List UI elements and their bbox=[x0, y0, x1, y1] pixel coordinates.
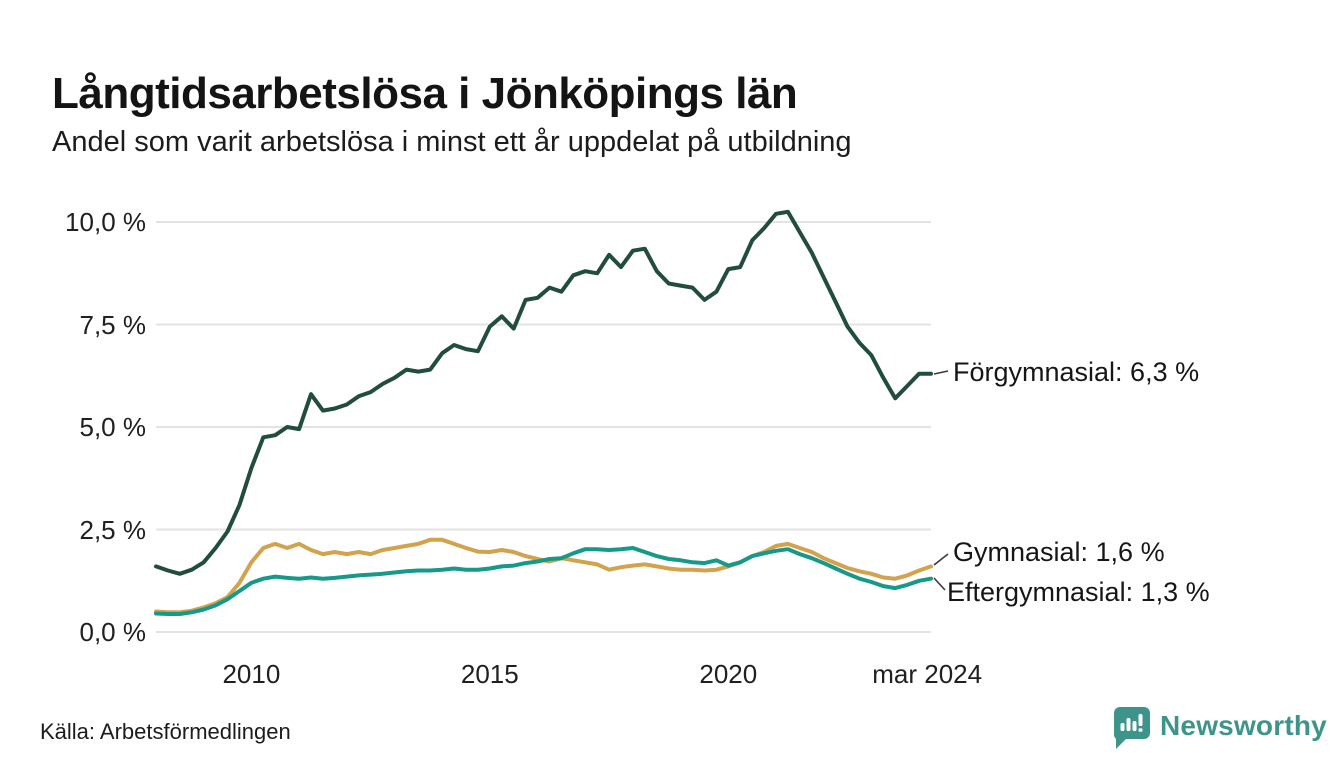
newsworthy-logo: Newsworthy bbox=[1112, 706, 1327, 752]
series-end-label-eftergymnasial: Eftergymnasial: 1,3 % bbox=[947, 577, 1210, 607]
connector-eftergymnasial bbox=[933, 577, 946, 591]
y-axis-tick-label: 0,0 % bbox=[79, 617, 147, 647]
series-end-label-gymnasial: Gymnasial: 1,6 % bbox=[953, 537, 1165, 567]
gridlines bbox=[156, 221, 931, 633]
y-axis-tick-label: 2,5 % bbox=[79, 514, 147, 545]
chart-subtitle: Andel som varit arbetslösa i minst ett å… bbox=[52, 126, 852, 158]
newsworthy-wordmark: Newsworthy bbox=[1160, 710, 1327, 741]
line-förgymnasial bbox=[154, 209, 933, 576]
connector-forgymnasial bbox=[933, 370, 949, 375]
x-axis-tick-label: 2020 bbox=[699, 659, 758, 689]
x-axis-tick-label: 2015 bbox=[460, 659, 519, 689]
connector-gymnasial bbox=[933, 553, 949, 566]
chart-title: Långtidsarbetslösa i Jönköpings län bbox=[52, 69, 798, 119]
series-lines bbox=[154, 209, 933, 616]
line-eftergymnasial bbox=[154, 546, 933, 616]
x-axis-tick-label: 2010 bbox=[222, 659, 281, 689]
y-axis-tick-label: 7,5 % bbox=[79, 309, 147, 340]
y-axis-tick-label: 10,0 % bbox=[65, 207, 146, 237]
x-axis-tick-label: mar 2024 bbox=[872, 659, 983, 689]
y-axis-tick-label: 5,0 % bbox=[79, 412, 147, 442]
label-connectors bbox=[933, 370, 949, 591]
newsworthy-speech-bubble-barchart-icon bbox=[1112, 706, 1150, 755]
series-end-label-forgymnasial: Förgymnasial: 6,3 % bbox=[953, 357, 1200, 387]
source-note: Källa: Arbetsförmedlingen bbox=[40, 719, 291, 744]
